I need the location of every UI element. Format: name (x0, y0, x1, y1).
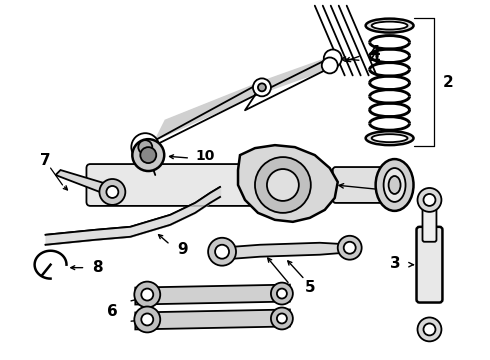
Ellipse shape (389, 176, 400, 194)
Circle shape (271, 307, 293, 329)
Ellipse shape (366, 131, 414, 145)
Text: 2: 2 (443, 75, 454, 90)
Circle shape (338, 236, 362, 260)
Circle shape (106, 186, 119, 198)
Circle shape (131, 133, 159, 161)
Circle shape (423, 194, 436, 206)
Circle shape (215, 245, 229, 259)
Ellipse shape (384, 168, 406, 202)
Ellipse shape (376, 159, 414, 211)
Text: 3: 3 (390, 256, 401, 271)
Text: 7: 7 (40, 153, 51, 167)
Polygon shape (255, 55, 335, 95)
Circle shape (140, 147, 156, 163)
Circle shape (141, 289, 153, 301)
Polygon shape (155, 80, 265, 140)
Circle shape (277, 314, 287, 323)
Text: 5: 5 (304, 280, 315, 295)
Circle shape (134, 306, 160, 332)
Circle shape (277, 289, 287, 298)
Circle shape (132, 139, 164, 171)
Circle shape (255, 157, 311, 213)
Polygon shape (135, 285, 290, 305)
Circle shape (99, 179, 125, 205)
Ellipse shape (371, 22, 408, 30)
Ellipse shape (371, 134, 408, 142)
FancyBboxPatch shape (333, 167, 393, 203)
Circle shape (417, 318, 441, 341)
Text: 8: 8 (92, 260, 103, 275)
Text: 4: 4 (369, 45, 380, 60)
Circle shape (423, 323, 436, 336)
Circle shape (324, 50, 342, 67)
FancyBboxPatch shape (422, 208, 437, 242)
Text: 6: 6 (107, 304, 118, 319)
Text: 1: 1 (392, 180, 403, 195)
Circle shape (267, 169, 299, 201)
Circle shape (253, 78, 271, 96)
Polygon shape (135, 310, 290, 329)
FancyBboxPatch shape (416, 227, 442, 302)
Circle shape (141, 314, 153, 325)
Circle shape (258, 84, 266, 91)
Circle shape (134, 282, 160, 307)
Circle shape (138, 140, 152, 154)
Ellipse shape (366, 19, 414, 32)
Circle shape (322, 58, 338, 73)
Circle shape (417, 188, 441, 212)
Text: 4: 4 (369, 51, 380, 66)
Polygon shape (210, 243, 358, 260)
Text: 10: 10 (196, 149, 215, 163)
Circle shape (271, 283, 293, 305)
Polygon shape (55, 170, 121, 198)
Polygon shape (238, 145, 338, 222)
Circle shape (208, 238, 236, 266)
Text: 9: 9 (177, 242, 188, 257)
FancyBboxPatch shape (86, 164, 284, 206)
Circle shape (343, 242, 356, 254)
